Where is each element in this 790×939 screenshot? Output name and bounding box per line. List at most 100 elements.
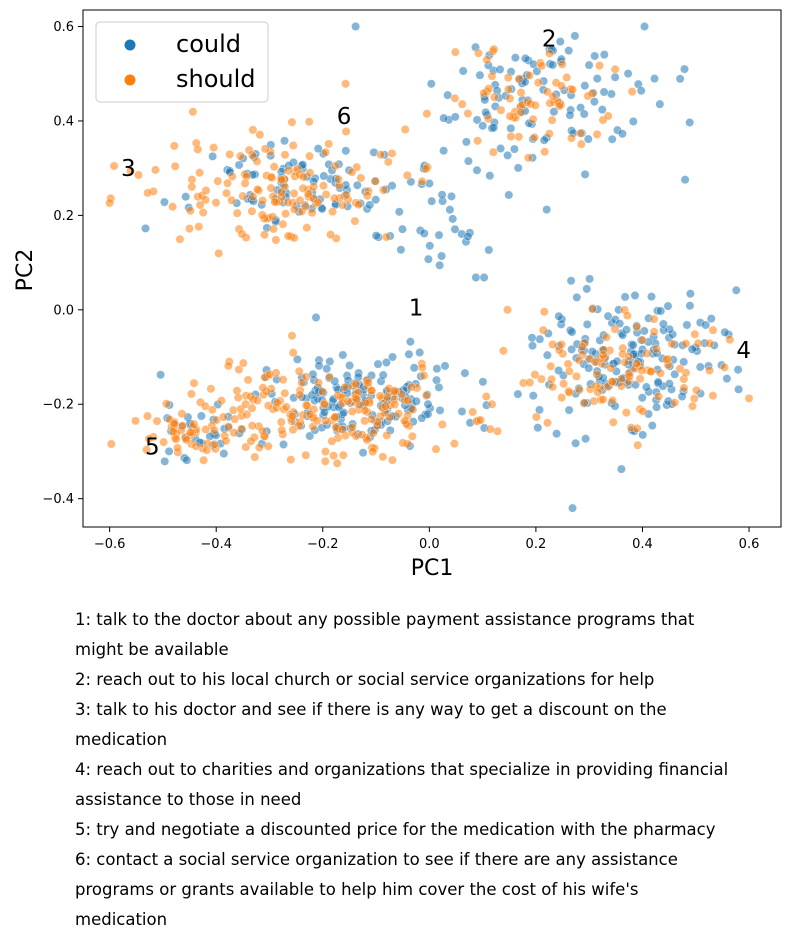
scatter-point-should xyxy=(385,412,395,422)
scatter-point-should xyxy=(506,132,516,142)
scatter-point-could xyxy=(542,205,552,215)
scatter-point-should xyxy=(576,139,586,149)
y-tick-label: −0.2 xyxy=(42,398,74,413)
scatter-point-should xyxy=(370,176,380,186)
scatter-point-should xyxy=(554,101,564,111)
scatter-point-could xyxy=(548,60,558,70)
scatter-point-should xyxy=(347,422,357,432)
cluster-label-2: 2 xyxy=(542,26,557,52)
scatter-point-should xyxy=(318,181,328,191)
scatter-point-could xyxy=(319,407,329,417)
scatter-point-should xyxy=(514,74,524,84)
scatter-point-should xyxy=(341,127,351,137)
scatter-point-could xyxy=(472,115,482,125)
scatter-point-should xyxy=(257,210,267,220)
caption-5: 5: try and negotiate a discounted price … xyxy=(75,820,716,839)
scatter-point-should xyxy=(487,399,497,409)
scatter-point-should xyxy=(216,396,226,406)
scatter-point-should xyxy=(191,441,201,451)
scatter-point-should xyxy=(276,187,286,197)
scatter-point-could xyxy=(579,109,589,119)
scatter-point-should xyxy=(207,405,217,415)
scatter-point-should xyxy=(402,170,412,180)
scatter-point-should xyxy=(210,425,220,435)
scatter-point-could xyxy=(685,301,695,311)
scatter-point-should xyxy=(473,48,483,58)
scatter-point-should xyxy=(223,178,233,188)
scatter-point-should xyxy=(449,439,459,449)
scatter-point-should xyxy=(188,107,198,117)
scatter-point-should xyxy=(403,396,413,406)
scatter-point-could xyxy=(463,156,473,166)
scatter-point-should xyxy=(524,71,534,81)
scatter-point-should xyxy=(531,412,541,422)
scatter-point-should xyxy=(356,173,366,183)
scatter-point-could xyxy=(610,72,620,82)
scatter-point-should xyxy=(301,450,311,460)
scatter-point-could xyxy=(581,434,591,444)
scatter-point-should xyxy=(350,216,360,226)
scatter-point-could xyxy=(450,224,460,234)
scatter-point-should xyxy=(567,85,577,95)
y-tick-label: −0.4 xyxy=(42,492,74,507)
legend-label-should: should xyxy=(176,65,256,93)
scatter-point-should xyxy=(387,148,397,158)
scatter-point-could xyxy=(160,456,170,466)
scatter-point-could xyxy=(620,292,630,302)
caption-1: 1: talk to the doctor about any possible… xyxy=(75,610,695,659)
scatter-point-should xyxy=(366,414,376,424)
scatter-point-should xyxy=(260,144,270,154)
scatter-point-could xyxy=(612,356,622,366)
scatter-point-could xyxy=(496,144,506,154)
scatter-point-should xyxy=(329,193,339,203)
scatter-point-should xyxy=(566,133,576,143)
scatter-point-should xyxy=(637,366,647,376)
y-tick-label: 0.6 xyxy=(53,20,74,35)
scatter-point-should xyxy=(151,165,161,175)
scatter-point-could xyxy=(503,150,513,160)
scatter-point-should xyxy=(240,178,250,188)
scatter-point-could xyxy=(510,53,520,63)
scatter-point-should xyxy=(557,393,567,403)
scatter-point-could xyxy=(542,350,552,360)
scatter-point-should xyxy=(332,458,342,468)
scatter-point-should xyxy=(529,132,539,142)
scatter-point-should xyxy=(587,304,597,314)
scatter-point-could xyxy=(435,260,445,270)
scatter-point-should xyxy=(289,204,299,214)
scatter-point-should xyxy=(280,150,290,160)
scatter-point-should xyxy=(539,307,549,317)
scatter-point-should xyxy=(131,416,141,426)
scatter-point-should xyxy=(187,182,197,192)
scatter-point-should xyxy=(387,455,397,465)
scatter-point-should xyxy=(601,332,611,342)
scatter-point-could xyxy=(463,231,473,241)
scatter-point-should xyxy=(540,147,550,157)
scatter-point-should xyxy=(381,232,391,242)
scatter-point-could xyxy=(677,391,687,401)
scatter-point-could xyxy=(435,405,445,415)
scatter-point-should xyxy=(670,398,680,408)
scatter-point-should xyxy=(228,405,238,415)
pca-scatter-chart: −0.6 −0.4 −0.2 0.0 0.2 0.4 0.6 −0.4 −0.2 0.0 0.2 0… xyxy=(13,9,782,581)
scatter-point-should xyxy=(254,442,264,452)
scatter-point-could xyxy=(554,311,564,321)
scatter-point-should xyxy=(314,378,324,388)
scatter-point-should xyxy=(690,329,700,339)
scatter-point-could xyxy=(314,361,324,371)
scatter-point-should xyxy=(548,339,558,349)
scatter-point-could xyxy=(159,197,169,207)
cluster-label-6: 6 xyxy=(337,104,352,130)
scatter-point-should xyxy=(502,305,512,315)
scatter-point-should xyxy=(247,403,257,413)
scatter-point-should xyxy=(421,164,431,174)
scatter-point-could xyxy=(317,204,327,214)
scatter-point-could xyxy=(457,406,467,416)
scatter-point-could xyxy=(387,352,397,362)
scatter-point-should xyxy=(289,189,299,199)
scatter-point-should xyxy=(523,153,533,163)
scatter-point-should xyxy=(313,197,323,207)
scatter-point-should xyxy=(271,235,281,245)
scatter-point-could xyxy=(427,196,437,206)
scatter-point-should xyxy=(253,395,263,405)
